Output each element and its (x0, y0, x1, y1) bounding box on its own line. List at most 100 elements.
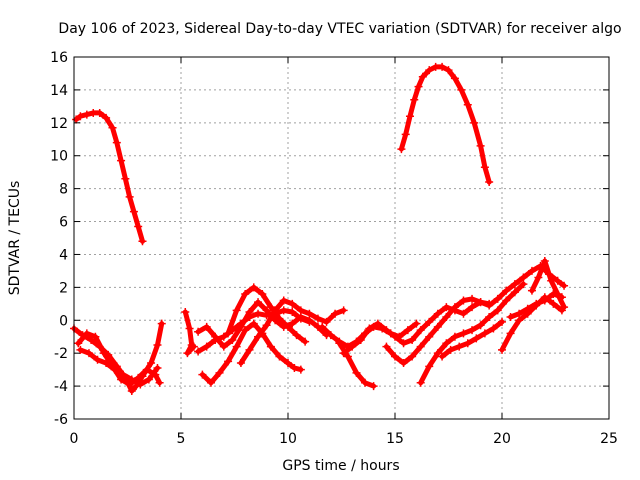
data-point-marker (117, 375, 126, 384)
data-point-marker (399, 359, 408, 368)
data-point-marker (442, 303, 451, 312)
data-point-marker (339, 306, 348, 315)
x-tick-label: 15 (386, 431, 404, 447)
data-point-marker (425, 332, 434, 341)
data-point-marker (408, 352, 417, 361)
data-point-marker (211, 336, 220, 345)
data-point-marker (442, 312, 451, 321)
data-point-marker (382, 342, 391, 351)
data-point-marker (476, 298, 485, 307)
data-point-marker (134, 222, 143, 231)
data-point-marker (138, 237, 147, 246)
data-point-marker (560, 303, 569, 312)
data-point-marker (279, 296, 288, 305)
series-line (383, 263, 567, 366)
grid-lines (74, 57, 609, 419)
data-point-marker (416, 378, 425, 387)
data-point-marker (305, 317, 314, 326)
data-point-marker (288, 299, 297, 308)
data-point-marker (326, 331, 335, 340)
data-point-marker (450, 303, 459, 312)
data-point-marker (540, 296, 549, 305)
data-point-marker (202, 322, 211, 331)
data-point-marker (489, 324, 498, 333)
data-point-marker (254, 309, 263, 318)
data-point-marker (194, 327, 203, 336)
data-point-marker (219, 332, 228, 341)
y-tick-label: -6 (54, 412, 68, 428)
series-arc-12 (318, 319, 421, 351)
data-point-marker (438, 62, 447, 71)
axes: 0 5 10 15 20 25 -6 -4 -2 0 2 4 6 8 10 12 14 16 (50, 50, 618, 447)
data-point-marker (502, 286, 511, 295)
data-point-marker (480, 163, 489, 172)
y-tick-label: 8 (59, 182, 68, 198)
data-point-marker (296, 365, 305, 374)
series-line (398, 64, 492, 185)
series-arc-15 (382, 261, 569, 368)
data-point-marker (93, 355, 102, 364)
chart-title: Day 106 of 2023, Sidereal Day-to-day VTE… (58, 21, 621, 37)
data-point-marker (463, 100, 472, 109)
series-arc-5 (76, 345, 162, 389)
data-point-marker (301, 337, 310, 346)
data-point-marker (266, 303, 275, 312)
y-tick-label: -2 (54, 346, 68, 362)
data-point-marker (549, 299, 558, 308)
data-point-marker (266, 342, 275, 351)
y-tick-label: 4 (59, 247, 68, 263)
data-point-marker (410, 95, 419, 104)
data-point-marker (228, 336, 237, 345)
data-point-marker (313, 314, 322, 323)
data-point-marker (254, 332, 263, 341)
data-point-marker (232, 306, 241, 315)
data-point-marker (144, 375, 153, 384)
data-point-marker (403, 326, 412, 335)
data-point-marker (382, 326, 391, 335)
data-point-marker (493, 306, 502, 315)
data-point-marker (438, 352, 447, 361)
data-point-marker (183, 349, 192, 358)
data-point-marker (553, 289, 562, 298)
data-point-marker (414, 82, 423, 91)
data-point-marker (442, 339, 451, 348)
data-point-marker (463, 339, 472, 348)
x-tick-label: 20 (493, 431, 511, 447)
data-point-marker (232, 342, 241, 351)
data-point-marker (296, 306, 305, 315)
data-point-marker (470, 118, 479, 127)
series-arc-6 (181, 308, 198, 358)
data-point-marker (450, 74, 459, 83)
data-point-marker (224, 329, 233, 338)
data-point-marker (446, 345, 455, 354)
data-point-marker (510, 288, 519, 297)
data-point-marker (271, 306, 280, 315)
data-point-marker (348, 342, 357, 351)
y-axis-label: SDTVAR / TECUs (7, 181, 23, 296)
series-arc-4 (74, 329, 164, 389)
data-point-marker (498, 345, 506, 354)
data-point-marker (275, 314, 284, 323)
data-point-marker (119, 370, 128, 379)
data-point-marker (305, 309, 314, 318)
x-axis-label: GPS time / hours (282, 458, 399, 474)
data-point-marker (198, 370, 207, 379)
data-point-marker (510, 280, 519, 289)
data-point-marker (102, 359, 111, 368)
data-point-marker (108, 123, 117, 132)
data-point-marker (127, 375, 136, 384)
data-point-marker (361, 378, 370, 387)
data-point-marker (258, 289, 267, 298)
data-point-marker (142, 365, 151, 374)
y-tick-label: 6 (59, 215, 68, 231)
series-arc-9 (198, 319, 305, 387)
data-point-marker (493, 294, 502, 303)
data-point-marker (485, 312, 494, 321)
data-point-marker (95, 108, 104, 117)
y-tick-label: 12 (50, 116, 68, 132)
data-point-marker (506, 329, 515, 338)
data-point-marker (241, 326, 250, 335)
data-point-marker (249, 319, 258, 328)
data-point-marker (405, 112, 414, 121)
